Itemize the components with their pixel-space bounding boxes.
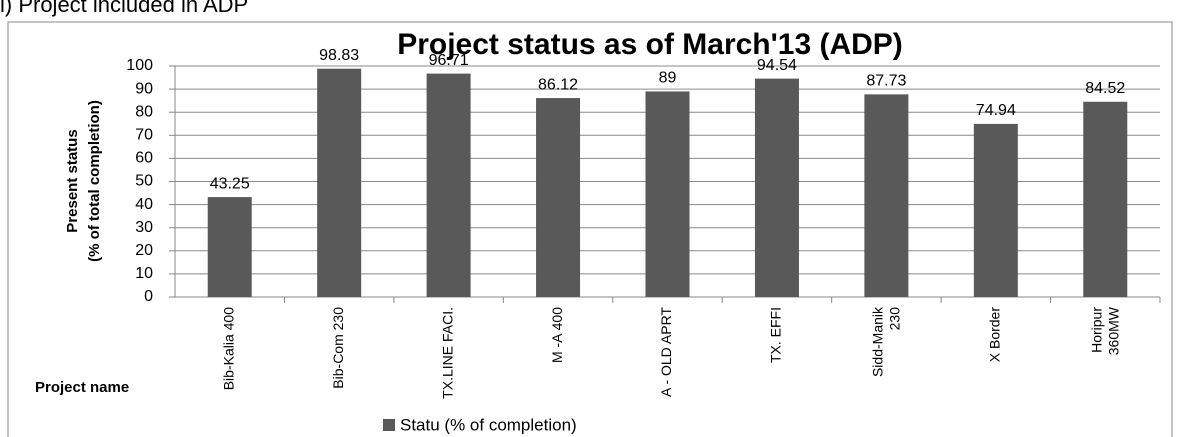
bar [317, 68, 362, 297]
bar [864, 94, 909, 298]
chart-title: Project status as of March'13 (ADP) [397, 28, 903, 61]
value-label: 84.52 [1085, 80, 1125, 97]
y-tick-label: 0 [144, 288, 153, 305]
value-label: 43.25 [210, 175, 250, 192]
value-label: 86.12 [538, 76, 578, 93]
x-tick-label: X Border [987, 307, 1003, 363]
legend-label: Statu (% of completion) [400, 415, 577, 434]
value-label: 74.94 [976, 102, 1016, 119]
y-tick-label: 80 [135, 103, 153, 120]
value-label: 87.73 [866, 73, 906, 90]
chart-frame [7, 21, 1173, 437]
x-tick-label: Bib-Com 230 [330, 307, 346, 389]
x-tick-label: M -A 400 [549, 307, 565, 363]
value-label: 96.71 [429, 52, 469, 69]
bar [645, 91, 690, 297]
bar [207, 197, 252, 297]
value-label: 94.54 [757, 57, 797, 74]
bar [426, 73, 471, 297]
y-tick-label: 40 [135, 196, 153, 213]
x-tick-label: TX.LINE FACI. [439, 307, 455, 399]
x-tick-label: Horipur360MW [1088, 306, 1121, 355]
x-tick-label: A - OLD APRT [658, 307, 674, 397]
bar [1083, 101, 1128, 298]
x-axis-label: Project name [35, 379, 129, 396]
caption: i) Project included in ADP [0, 0, 248, 17]
legend-swatch [383, 419, 395, 431]
y-tick-label: 90 [135, 80, 153, 97]
bar [973, 123, 1018, 297]
y-tick-label: 30 [135, 219, 153, 236]
value-label: 98.83 [319, 47, 359, 64]
value-label: 89 [659, 70, 677, 87]
y-axis-label: (% of total completion) [86, 100, 103, 262]
x-tick-label: TX. EFFI [768, 307, 784, 363]
bar [536, 98, 581, 297]
y-axis-label: Present status [64, 129, 81, 232]
y-tick-label: 70 [135, 127, 153, 144]
y-tick-label: 50 [135, 173, 153, 190]
x-tick-label: Sidd-Manik230 [869, 306, 902, 377]
y-tick-label: 20 [135, 242, 153, 259]
y-tick-label: 100 [126, 57, 153, 74]
y-tick-label: 60 [135, 150, 153, 167]
bar [754, 78, 799, 297]
y-tick-label: 10 [135, 265, 153, 282]
x-tick-label: Bib-Kalia 400 [220, 307, 236, 390]
